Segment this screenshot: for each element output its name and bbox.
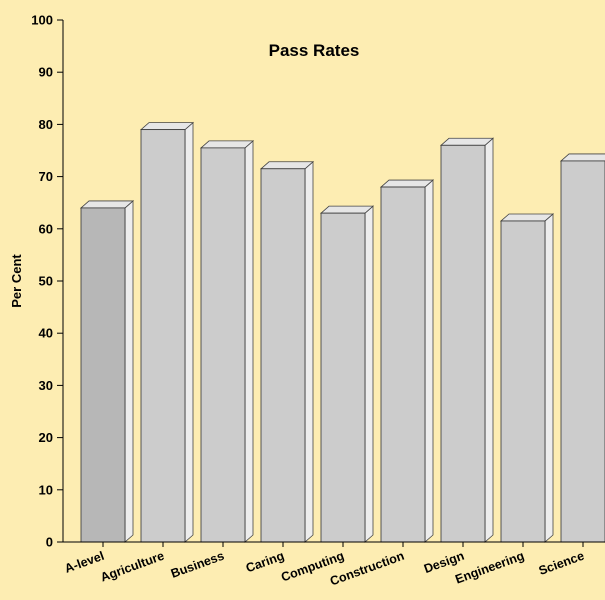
y-tick-label: 30: [39, 378, 53, 393]
bar-front: [140, 129, 186, 543]
bar-top: [259, 161, 315, 170]
bar: [139, 121, 195, 543]
y-tick-label: 20: [39, 430, 53, 445]
bar-top: [319, 205, 375, 214]
bar: [439, 137, 495, 543]
bar-top: [439, 137, 495, 146]
y-tick-label: 80: [39, 117, 53, 132]
bars-layer: [79, 121, 605, 543]
bar-front: [500, 220, 546, 543]
bar: [559, 153, 605, 543]
y-tick-label: 90: [39, 65, 53, 80]
bar-front: [320, 212, 366, 543]
bar: [379, 179, 435, 543]
bar-top: [559, 153, 605, 162]
y-tick-label: 10: [39, 482, 53, 497]
y-tick-label: 100: [31, 13, 53, 28]
bar-front: [380, 186, 426, 543]
x-category-label: Agriculture: [99, 549, 166, 585]
y-tick-label: 50: [39, 274, 53, 289]
bar-front: [200, 147, 246, 543]
x-category-label: Business: [169, 549, 226, 581]
bar-top: [199, 140, 255, 149]
bar-side: [364, 205, 374, 543]
chart-title: Pass Rates: [269, 41, 360, 60]
bar-side: [484, 137, 494, 543]
bar: [199, 140, 255, 543]
bar-side: [304, 160, 314, 543]
y-tick-label: 0: [46, 535, 53, 550]
bar-side: [244, 140, 254, 543]
y-tick-label: 70: [39, 169, 53, 184]
y-ticks-layer: 0 10 20 30 40 50 60 70 80 90 100: [31, 13, 63, 550]
bar: [79, 200, 135, 543]
y-tick-label: 60: [39, 221, 53, 236]
bar-top: [139, 122, 195, 131]
bar: [319, 205, 375, 543]
bar-top: [379, 179, 435, 188]
y-tick-label: 40: [39, 326, 53, 341]
bar-front: [440, 144, 486, 543]
bar-front: [560, 160, 605, 543]
bar-front: [80, 207, 126, 543]
bar-top: [499, 213, 555, 222]
bar-side: [424, 179, 434, 543]
y-axis-label: Per Cent: [9, 254, 24, 308]
bar-front: [260, 168, 306, 543]
bar-side: [184, 121, 194, 543]
x-category-label: Science: [537, 549, 586, 578]
x-category-label: Engineering: [453, 549, 526, 587]
bar: [259, 160, 315, 543]
bar-top: [79, 200, 135, 209]
bar: [499, 213, 555, 543]
bar-side: [124, 200, 134, 543]
bar-side: [544, 213, 554, 543]
